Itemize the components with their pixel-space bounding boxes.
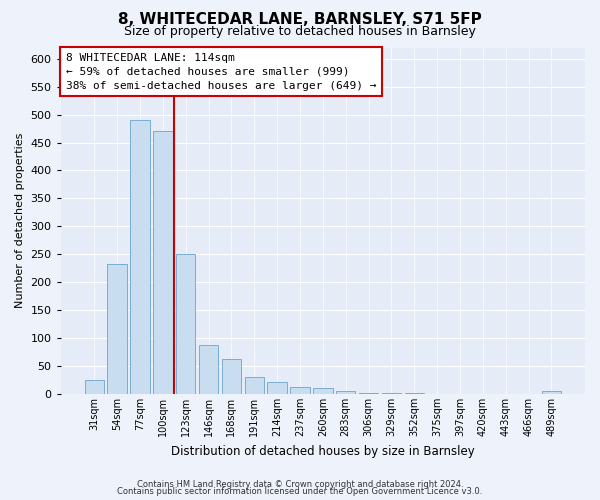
Bar [130,120,149,394]
Bar [153,132,173,394]
Bar [542,391,561,394]
Text: Contains public sector information licensed under the Open Government Licence v3: Contains public sector information licen… [118,488,482,496]
X-axis label: Distribution of detached houses by size in Barnsley: Distribution of detached houses by size … [171,444,475,458]
Text: Contains HM Land Registry data © Crown copyright and database right 2024.: Contains HM Land Registry data © Crown c… [137,480,463,489]
Bar [85,380,104,394]
Bar [290,386,310,394]
Text: Size of property relative to detached houses in Barnsley: Size of property relative to detached ho… [124,25,476,38]
Bar [107,264,127,394]
Y-axis label: Number of detached properties: Number of detached properties [15,133,25,308]
Text: 8 WHITECEDAR LANE: 114sqm
← 59% of detached houses are smaller (999)
38% of semi: 8 WHITECEDAR LANE: 114sqm ← 59% of detac… [66,52,376,90]
Bar [245,377,264,394]
Bar [313,388,332,394]
Bar [221,359,241,394]
Bar [359,393,378,394]
Bar [199,345,218,394]
Bar [268,382,287,394]
Bar [336,391,355,394]
Bar [176,254,196,394]
Text: 8, WHITECEDAR LANE, BARNSLEY, S71 5FP: 8, WHITECEDAR LANE, BARNSLEY, S71 5FP [118,12,482,28]
